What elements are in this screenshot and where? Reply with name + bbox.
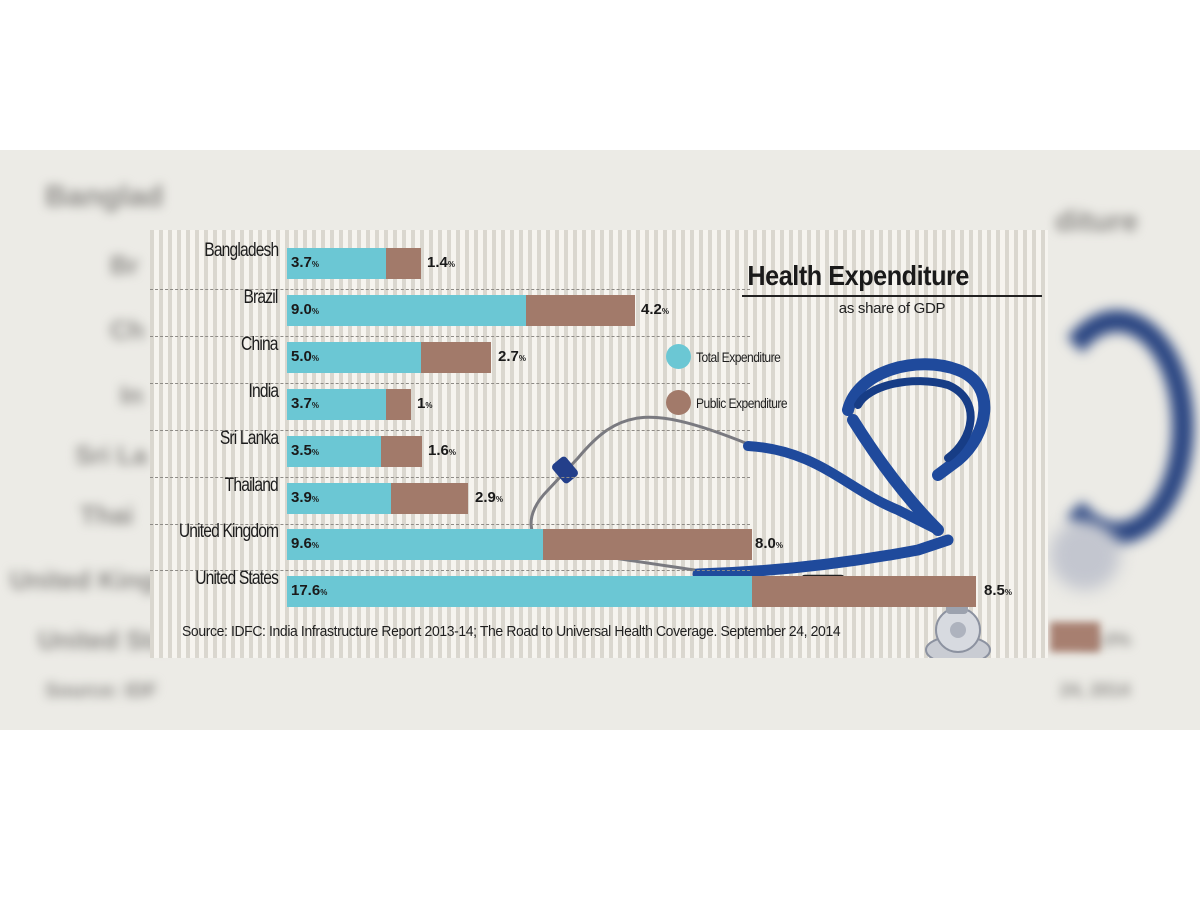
blurred-text: Ch — [110, 315, 145, 345]
total-expenditure-bar — [287, 576, 752, 607]
legend-swatch-total — [666, 344, 691, 369]
public-expenditure-bar — [543, 529, 752, 560]
blurred-text: United Sta — [38, 625, 167, 655]
chart-row: Thailand 3.9% 2.9% — [150, 465, 1048, 525]
blurred-text: Thai — [80, 500, 134, 530]
row-divider — [150, 289, 750, 290]
public-expenditure-bar — [386, 389, 411, 420]
public-value: 2.9% — [475, 489, 503, 506]
public-expenditure-bar — [381, 436, 422, 467]
chart-row: India 3.7% 1% — [150, 371, 1048, 431]
source-note: Source: IDFC: India Infrastructure Repor… — [182, 623, 841, 640]
blurred-text: Source: IDF — [45, 680, 158, 702]
total-value: 3.9% — [291, 489, 319, 506]
country-label: Bangladesh — [203, 240, 279, 261]
country-label: Thailand — [224, 475, 279, 496]
public-expenditure-bar — [386, 248, 421, 279]
total-value: 9.6% — [291, 535, 319, 552]
total-value: 3.7% — [291, 254, 319, 271]
total-value: 17.6% — [291, 582, 328, 599]
blurred-stethoscope-tube — [1040, 310, 1194, 544]
public-value: 8.0% — [755, 535, 783, 552]
public-value: 1.4% — [427, 254, 455, 271]
row-divider — [150, 570, 750, 571]
total-expenditure-bar — [287, 342, 421, 373]
total-value: 9.0% — [291, 301, 319, 318]
row-divider — [150, 430, 750, 431]
total-expenditure-bar — [287, 389, 386, 420]
blurred-text: Br — [110, 250, 139, 280]
infographic-panel: Bangladesh 3.7% 1.4% Brazil 9.0% 4.2% Ch… — [150, 230, 1048, 658]
chart-title-block: Health Expenditure as share of GDP — [742, 260, 1042, 317]
legend-label: Public Expenditure — [696, 394, 788, 411]
total-expenditure-bar — [287, 483, 391, 514]
chart-row: United Kingdom 9.6% 8.0% — [150, 511, 1048, 571]
legend-item-public: Public Expenditure — [666, 390, 802, 415]
total-value: 5.0% — [291, 348, 319, 365]
public-value: 8.5% — [984, 582, 1012, 599]
legend-label: Total Expenditure — [696, 348, 781, 365]
blurred-text: 24, 2014 — [1060, 680, 1131, 700]
row-divider — [150, 336, 750, 337]
total-expenditure-bar — [287, 295, 526, 326]
public-value: 1.6% — [428, 442, 456, 459]
total-expenditure-bar — [287, 248, 386, 279]
chart-row: China 5.0% 2.7% — [150, 324, 1048, 384]
blurred-stethoscope-bell — [1050, 520, 1120, 590]
chart-subtitle: as share of GDP — [838, 300, 946, 317]
row-divider — [150, 383, 750, 384]
public-value: 4.2% — [641, 301, 669, 318]
chart-row: Bangladesh 3.7% 1.4% — [150, 230, 1048, 290]
country-label: Brazil — [243, 287, 279, 308]
total-value: 3.7% — [291, 395, 319, 412]
legend-item-total: Total Expenditure — [666, 344, 794, 369]
title-underline — [742, 295, 1042, 297]
chart-title: Health Expenditure — [747, 260, 969, 291]
public-expenditure-bar — [391, 483, 468, 514]
total-expenditure-bar — [287, 529, 543, 560]
row-divider — [150, 477, 750, 478]
country-label: Sri Lanka — [219, 428, 279, 449]
public-value: 2.7% — [498, 348, 526, 365]
public-expenditure-bar — [526, 295, 635, 326]
legend-swatch-public — [666, 390, 691, 415]
blurred-text: diture — [1055, 205, 1139, 238]
row-divider — [150, 524, 750, 525]
total-value: 3.5% — [291, 442, 319, 459]
country-label: United States — [195, 568, 279, 589]
blurred-text: United Kingd — [10, 565, 172, 595]
blurred-bar — [1050, 622, 1100, 652]
country-label: China — [241, 334, 278, 355]
public-expenditure-bar — [421, 342, 491, 373]
blurred-text: In — [120, 380, 144, 410]
country-label: India — [248, 381, 279, 402]
blurred-text: Sri La — [75, 440, 148, 470]
chart-row: Sri Lanka 3.5% 1.6% — [150, 418, 1048, 478]
public-value: 1% — [417, 395, 433, 412]
stethoscope-icon — [529, 358, 991, 658]
total-expenditure-bar — [287, 436, 381, 467]
chart-row: United States 17.6% 8.5% — [150, 558, 1048, 607]
country-label: United Kingdom — [178, 521, 279, 542]
chart-row: Brazil 9.0% 4.2% — [150, 277, 1048, 337]
public-expenditure-bar — [752, 576, 976, 607]
blurred-text: Banglad — [45, 180, 164, 213]
